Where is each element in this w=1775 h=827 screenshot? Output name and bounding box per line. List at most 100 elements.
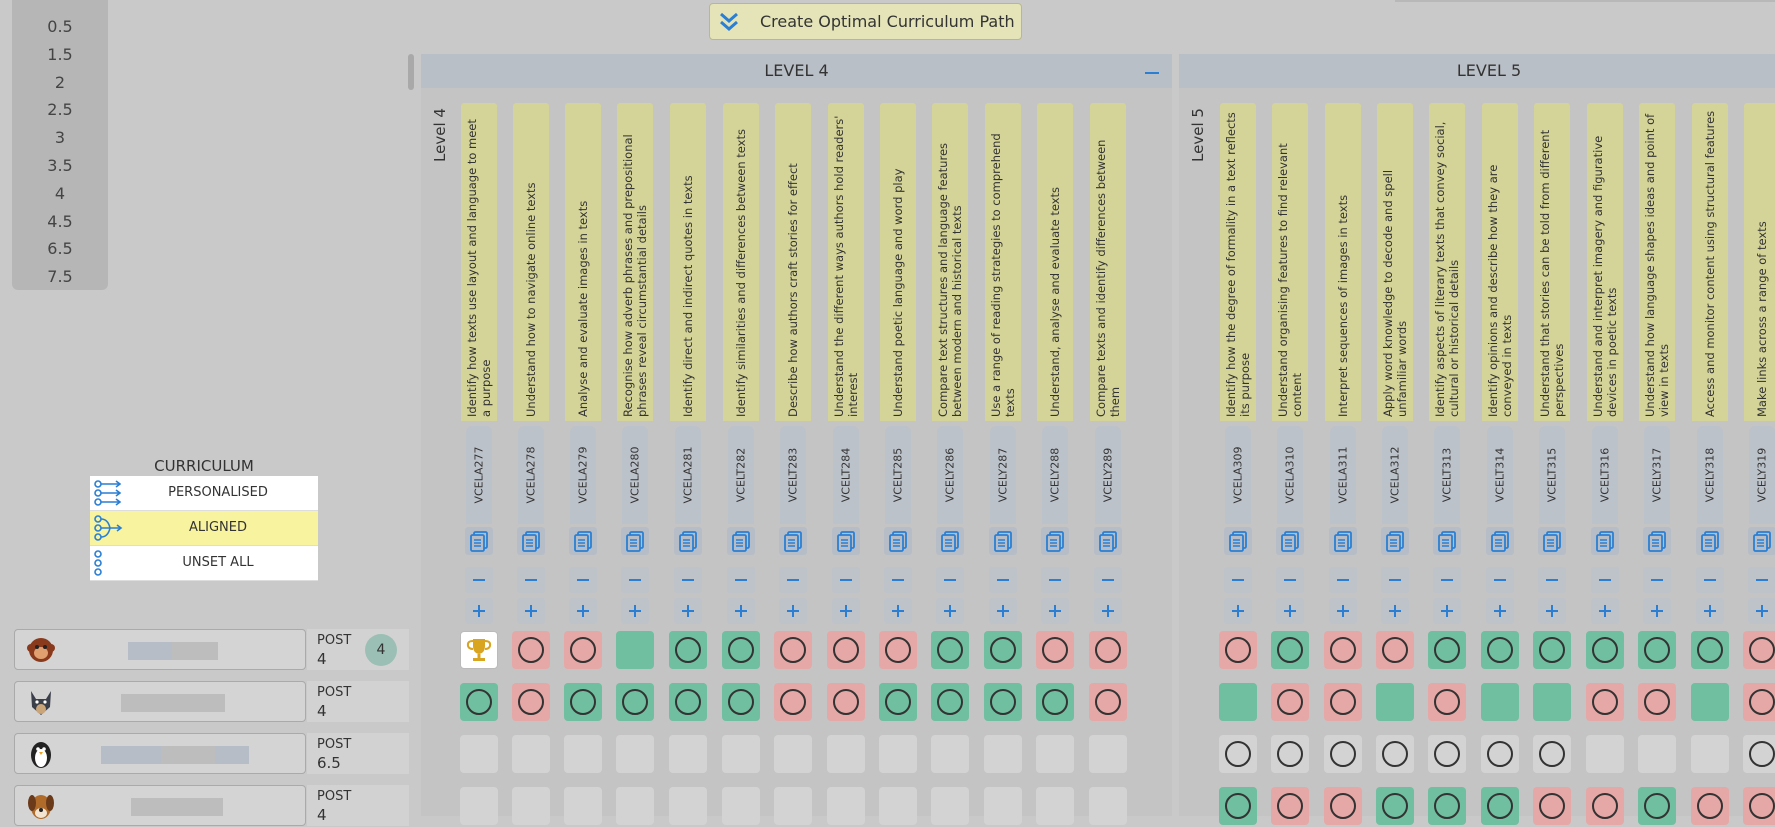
assessment-cell[interactable] (1586, 683, 1624, 721)
decrease-button[interactable] (1433, 567, 1461, 593)
assessment-cell[interactable] (722, 631, 760, 669)
assessment-cell[interactable] (1376, 631, 1414, 669)
increase-button[interactable] (1486, 598, 1514, 624)
decrease-button[interactable] (1591, 567, 1619, 593)
increase-button[interactable] (1276, 598, 1304, 624)
document-icon[interactable] (936, 527, 964, 555)
document-icon[interactable] (884, 527, 912, 555)
assessment-cell[interactable] (1324, 631, 1362, 669)
create-optimal-path-button[interactable]: Create Optimal Curriculum Path (709, 3, 1022, 40)
decrease-button[interactable] (832, 567, 860, 593)
increase-button[interactable] (989, 598, 1017, 624)
increase-button[interactable] (1696, 598, 1724, 624)
assessment-cell[interactable] (1691, 735, 1729, 773)
assessment-cell[interactable] (669, 683, 707, 721)
assessment-cell[interactable] (1586, 631, 1624, 669)
assessment-cell[interactable] (1743, 735, 1775, 773)
document-icon[interactable] (674, 527, 702, 555)
assessment-cell[interactable] (1219, 735, 1257, 773)
document-icon[interactable] (1276, 527, 1304, 555)
assessment-cell[interactable] (1376, 787, 1414, 825)
document-icon[interactable] (727, 527, 755, 555)
assessment-cell[interactable] (1428, 683, 1466, 721)
assessment-cell[interactable] (879, 683, 917, 721)
objective-header[interactable]: Recognise how adverb phrases and preposi… (617, 103, 653, 421)
aligned-option[interactable]: ALIGNED (90, 511, 318, 546)
assessment-cell[interactable] (1036, 787, 1074, 825)
assessment-cell[interactable] (564, 683, 602, 721)
decrease-button[interactable] (1381, 567, 1409, 593)
increase-button[interactable] (1094, 598, 1122, 624)
objective-header[interactable]: Access and monitor content using structu… (1692, 103, 1728, 421)
unset-all-option[interactable]: UNSET ALL (90, 546, 318, 581)
assessment-cell[interactable] (1428, 735, 1466, 773)
assessment-cell[interactable] (1533, 683, 1571, 721)
document-icon[interactable] (1329, 527, 1357, 555)
increase-button[interactable] (884, 598, 912, 624)
decrease-button[interactable] (465, 567, 493, 593)
decrease-button[interactable] (674, 567, 702, 593)
assessment-cell[interactable] (1481, 631, 1519, 669)
assessment-cell[interactable] (827, 631, 865, 669)
assessment-cell[interactable] (722, 787, 760, 825)
decrease-button[interactable] (1486, 567, 1514, 593)
decrease-button[interactable] (1224, 567, 1252, 593)
assessment-cell[interactable] (460, 683, 498, 721)
assessment-cell[interactable] (879, 787, 917, 825)
collapse-icon[interactable] (1142, 60, 1162, 80)
objective-header[interactable]: Understand, analyse and evaluate texts (1037, 103, 1073, 421)
assessment-cell[interactable] (774, 735, 812, 773)
assessment-cell[interactable] (1271, 787, 1309, 825)
increase-button[interactable] (1041, 598, 1069, 624)
increase-button[interactable] (1329, 598, 1357, 624)
increase-button[interactable] (621, 598, 649, 624)
objective-header[interactable]: Make links across a range of texts (1744, 103, 1775, 421)
assessment-cell[interactable] (984, 631, 1022, 669)
objective-header[interactable]: Understand and interpret imagery and fig… (1587, 103, 1623, 421)
decrease-button[interactable] (1696, 567, 1724, 593)
increase-button[interactable] (517, 598, 545, 624)
assessment-cell[interactable] (1219, 631, 1257, 669)
document-icon[interactable] (1381, 527, 1409, 555)
document-icon[interactable] (1094, 527, 1122, 555)
decrease-button[interactable] (517, 567, 545, 593)
assessment-cell[interactable] (722, 683, 760, 721)
assessment-cell[interactable] (931, 631, 969, 669)
document-icon[interactable] (1224, 527, 1252, 555)
objective-header[interactable]: Understand how to navigate online texts (513, 103, 549, 421)
increase-button[interactable] (779, 598, 807, 624)
assessment-cell[interactable] (669, 735, 707, 773)
document-icon[interactable] (1643, 527, 1671, 555)
increase-button[interactable] (1381, 598, 1409, 624)
assessment-cell[interactable] (564, 735, 602, 773)
personalised-option[interactable]: PERSONALISED (90, 476, 318, 511)
assessment-cell[interactable] (669, 631, 707, 669)
assessment-cell[interactable] (460, 787, 498, 825)
assessment-cell[interactable] (1638, 631, 1676, 669)
assessment-cell[interactable] (1481, 787, 1519, 825)
decrease-button[interactable] (727, 567, 755, 593)
document-icon[interactable] (1041, 527, 1069, 555)
assessment-cell[interactable] (827, 735, 865, 773)
assessment-cell[interactable] (616, 683, 654, 721)
assessment-cell[interactable] (1481, 683, 1519, 721)
assessment-cell[interactable] (512, 735, 550, 773)
document-icon[interactable] (1486, 527, 1514, 555)
increase-button[interactable] (1433, 598, 1461, 624)
objective-header[interactable]: Understand poetic language and word play (880, 103, 916, 421)
assessment-cell[interactable] (1533, 631, 1571, 669)
assessment-cell[interactable] (722, 735, 760, 773)
document-icon[interactable] (989, 527, 1017, 555)
decrease-button[interactable] (884, 567, 912, 593)
student-card[interactable] (14, 629, 306, 670)
assessment-cell[interactable] (512, 631, 550, 669)
assessment-cell[interactable] (1428, 787, 1466, 825)
document-icon[interactable] (1696, 527, 1724, 555)
student-card[interactable] (14, 733, 306, 774)
objective-header[interactable]: Identify aspects of literary texts that … (1429, 103, 1465, 421)
document-icon[interactable] (832, 527, 860, 555)
objective-header[interactable]: Analyse and evaluate images in texts (565, 103, 601, 421)
assessment-cell[interactable] (1691, 787, 1729, 825)
objective-header[interactable]: Interpret sequences of images in texts (1325, 103, 1361, 421)
assessment-cell[interactable] (564, 787, 602, 825)
